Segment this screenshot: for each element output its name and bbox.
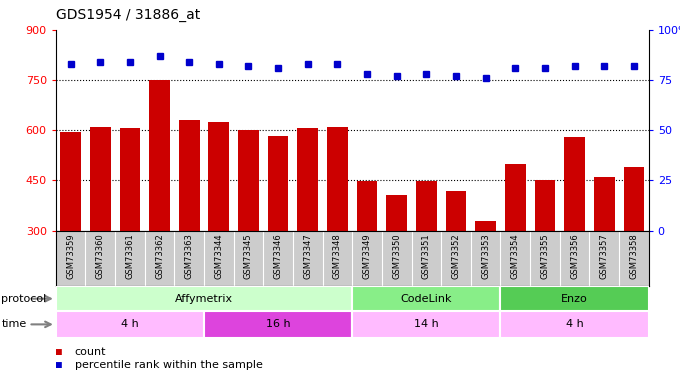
Text: GSM73348: GSM73348: [333, 233, 342, 279]
Text: ■: ■: [56, 360, 62, 369]
Text: GSM73360: GSM73360: [96, 233, 105, 279]
Text: time: time: [1, 320, 27, 329]
Text: GSM73356: GSM73356: [570, 233, 579, 279]
Bar: [475, 220, 496, 331]
Text: GDS1954 / 31886_at: GDS1954 / 31886_at: [56, 8, 200, 22]
Bar: [297, 128, 318, 331]
Text: GSM73351: GSM73351: [422, 233, 431, 279]
Text: 16 h: 16 h: [266, 320, 290, 329]
Bar: [564, 137, 585, 331]
Text: GSM73350: GSM73350: [392, 233, 401, 279]
Text: GSM73358: GSM73358: [630, 233, 639, 279]
Bar: [238, 130, 259, 331]
Bar: [120, 128, 140, 331]
Text: 14 h: 14 h: [414, 320, 439, 329]
Bar: [357, 181, 377, 331]
Text: GSM73359: GSM73359: [66, 233, 75, 279]
Text: percentile rank within the sample: percentile rank within the sample: [75, 360, 262, 369]
Text: count: count: [75, 347, 106, 357]
Bar: [352, 311, 500, 338]
Text: GSM73357: GSM73357: [600, 233, 609, 279]
Text: GSM73353: GSM73353: [481, 233, 490, 279]
Bar: [500, 286, 649, 311]
Bar: [505, 164, 526, 331]
Text: Enzo: Enzo: [561, 294, 588, 304]
Text: GSM73363: GSM73363: [185, 233, 194, 279]
Bar: [61, 132, 81, 331]
Text: 4 h: 4 h: [566, 320, 583, 329]
Bar: [209, 122, 229, 331]
Text: protocol: protocol: [1, 294, 47, 304]
Bar: [204, 311, 352, 338]
Text: GSM73362: GSM73362: [155, 233, 164, 279]
Bar: [268, 136, 288, 331]
Text: GSM73346: GSM73346: [273, 233, 283, 279]
Text: 4 h: 4 h: [121, 320, 139, 329]
Text: Affymetrix: Affymetrix: [175, 294, 233, 304]
Bar: [594, 177, 615, 331]
Bar: [327, 127, 347, 331]
Bar: [445, 191, 466, 331]
Text: CodeLink: CodeLink: [401, 294, 452, 304]
Text: GSM73349: GSM73349: [362, 233, 371, 279]
Bar: [56, 286, 352, 311]
Bar: [352, 286, 500, 311]
Text: GSM73352: GSM73352: [452, 233, 460, 279]
Bar: [624, 167, 644, 331]
Bar: [56, 311, 204, 338]
Bar: [179, 120, 199, 331]
Text: ■: ■: [56, 347, 62, 357]
Text: GSM73347: GSM73347: [303, 233, 312, 279]
Bar: [386, 195, 407, 331]
Bar: [534, 180, 556, 331]
Text: GSM73361: GSM73361: [125, 233, 135, 279]
Text: GSM73344: GSM73344: [214, 233, 223, 279]
Text: GSM73355: GSM73355: [541, 233, 549, 279]
Bar: [416, 181, 437, 331]
Text: GSM73354: GSM73354: [511, 233, 520, 279]
Text: GSM73345: GSM73345: [244, 233, 253, 279]
Bar: [90, 127, 111, 331]
Bar: [149, 80, 170, 331]
Bar: [500, 311, 649, 338]
